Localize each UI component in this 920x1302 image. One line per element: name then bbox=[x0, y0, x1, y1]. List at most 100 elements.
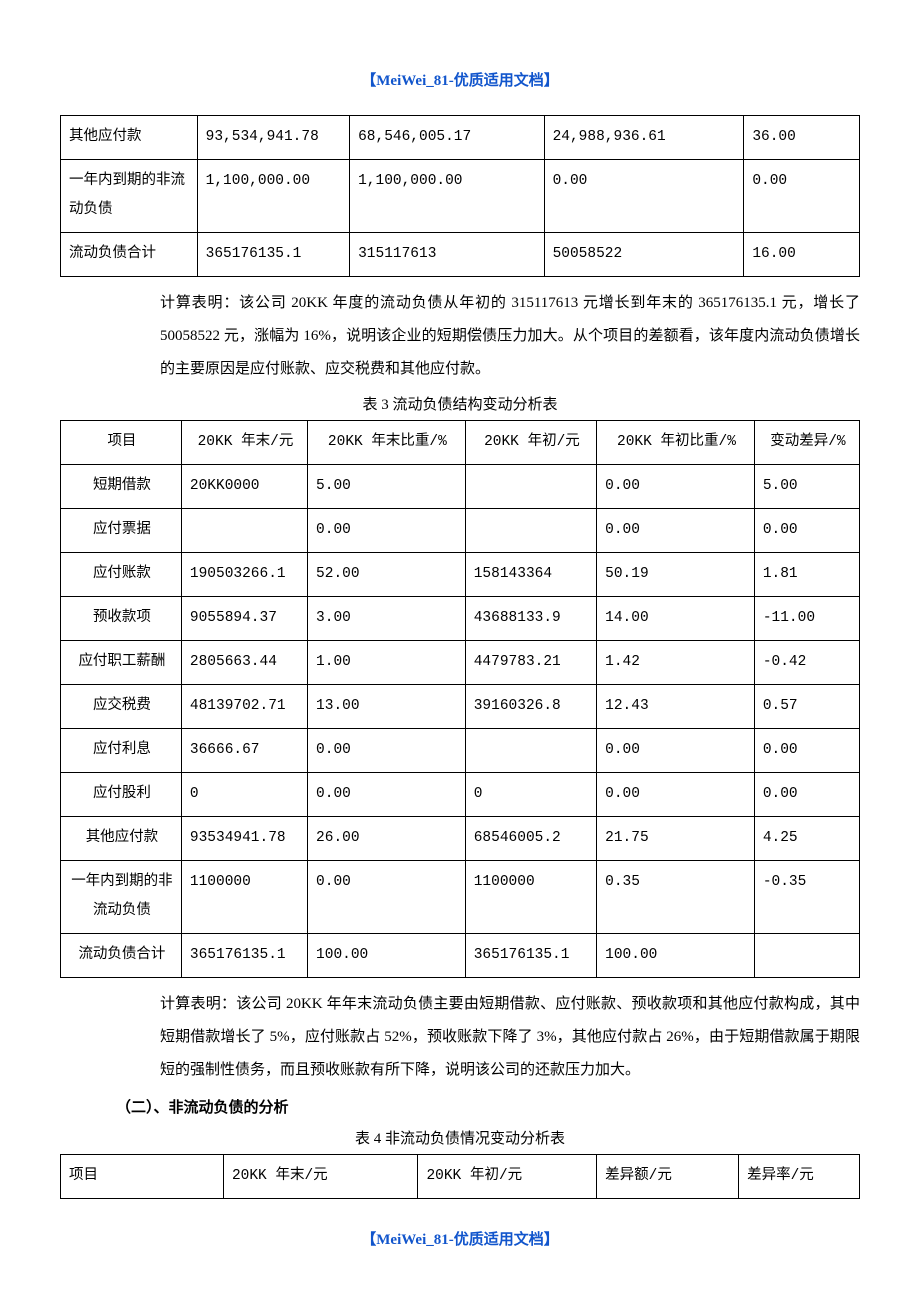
table-cell: 14.00 bbox=[597, 597, 755, 641]
table-cell: 应付账款 bbox=[61, 553, 182, 597]
table-cell: 应付票据 bbox=[61, 509, 182, 553]
table-cell: 365176135.1 bbox=[465, 934, 596, 978]
table-cell: 0.00 bbox=[308, 509, 466, 553]
table-cell: 应交税费 bbox=[61, 685, 182, 729]
table-4-noncurrent-liabilities: 项目20KK 年末/元20KK 年初/元差异额/元差异率/元 bbox=[60, 1154, 860, 1199]
table-cell: 0.00 bbox=[308, 861, 466, 934]
table-cell: 1100000 bbox=[465, 861, 596, 934]
table-header-cell: 项目 bbox=[61, 421, 182, 465]
table-cell: 0.00 bbox=[597, 729, 755, 773]
table-cell: 0.00 bbox=[597, 509, 755, 553]
table-row: 其他应付款93,534,941.7868,546,005.1724,988,93… bbox=[61, 115, 860, 159]
table-cell: 一年内到期的非流动负债 bbox=[61, 159, 198, 232]
table-cell: 1.42 bbox=[597, 641, 755, 685]
table-cell: 0.00 bbox=[754, 773, 859, 817]
table-cell: 365176135.1 bbox=[197, 232, 349, 276]
table-cell: 9055894.37 bbox=[181, 597, 307, 641]
table-header-cell: 变动差异/% bbox=[754, 421, 859, 465]
table-cell bbox=[465, 729, 596, 773]
table-cell: 26.00 bbox=[308, 817, 466, 861]
table-cell: 0.00 bbox=[308, 729, 466, 773]
table-3-body: 项目20KK 年末/元20KK 年末比重/%20KK 年初/元20KK 年初比重… bbox=[61, 421, 860, 978]
table-cell: 12.43 bbox=[597, 685, 755, 729]
table-cell: 0.00 bbox=[597, 773, 755, 817]
table-cell: 21.75 bbox=[597, 817, 755, 861]
table-cell: 39160326.8 bbox=[465, 685, 596, 729]
table-cell: -11.00 bbox=[754, 597, 859, 641]
table-cell: 2805663.44 bbox=[181, 641, 307, 685]
table-cell bbox=[754, 934, 859, 978]
table-cell: 4479783.21 bbox=[465, 641, 596, 685]
table-header-cell: 20KK 年末/元 bbox=[181, 421, 307, 465]
header-brand: 【MeiWei_81-优质适用文档】 bbox=[60, 70, 860, 93]
table-cell: 0.00 bbox=[597, 465, 755, 509]
table-header-cell: 项目 bbox=[61, 1155, 224, 1199]
table-cell: 0 bbox=[181, 773, 307, 817]
table-cell: 24,988,936.61 bbox=[544, 115, 744, 159]
paragraph-1: 计算表明：该公司 20KK 年度的流动负债从年初的 315117613 元增长到… bbox=[160, 287, 860, 386]
table-header-cell: 20KK 年末比重/% bbox=[308, 421, 466, 465]
table-cell: 100.00 bbox=[308, 934, 466, 978]
table-cell bbox=[181, 509, 307, 553]
table-cell: 16.00 bbox=[744, 232, 860, 276]
table-header-row: 项目20KK 年末/元20KK 年末比重/%20KK 年初/元20KK 年初比重… bbox=[61, 421, 860, 465]
table-cell: 0.57 bbox=[754, 685, 859, 729]
table-row: 流动负债合计365176135.1100.00365176135.1100.00 bbox=[61, 934, 860, 978]
table-row: 应付票据0.000.000.00 bbox=[61, 509, 860, 553]
table-header-cell: 20KK 年初比重/% bbox=[597, 421, 755, 465]
table-cell: 93534941.78 bbox=[181, 817, 307, 861]
table-cell: 3.00 bbox=[308, 597, 466, 641]
table-cell: 预收款项 bbox=[61, 597, 182, 641]
table-cell: -0.42 bbox=[754, 641, 859, 685]
table-cell: 流动负债合计 bbox=[61, 934, 182, 978]
table-cell: 0.00 bbox=[544, 159, 744, 232]
table-cell: 5.00 bbox=[308, 465, 466, 509]
table-cell: 0.00 bbox=[308, 773, 466, 817]
table-cell: 190503266.1 bbox=[181, 553, 307, 597]
table-cell: 1,100,000.00 bbox=[197, 159, 349, 232]
table-cell: 68,546,005.17 bbox=[350, 115, 544, 159]
table-row: 应交税费48139702.7113.0039160326.812.430.57 bbox=[61, 685, 860, 729]
table-cell: 1.81 bbox=[754, 553, 859, 597]
table-4-body: 项目20KK 年末/元20KK 年初/元差异额/元差异率/元 bbox=[61, 1155, 860, 1199]
table-cell: 1.00 bbox=[308, 641, 466, 685]
table-header-cell: 差异率/元 bbox=[739, 1155, 860, 1199]
table-cell: 一年内到期的非流动负债 bbox=[61, 861, 182, 934]
table-cell: 43688133.9 bbox=[465, 597, 596, 641]
table-header-cell: 20KK 年初/元 bbox=[465, 421, 596, 465]
table-cell: 流动负债合计 bbox=[61, 232, 198, 276]
table-row: 短期借款20KK00005.000.005.00 bbox=[61, 465, 860, 509]
table-cell: 应付职工薪酬 bbox=[61, 641, 182, 685]
table-cell: 68546005.2 bbox=[465, 817, 596, 861]
table-cell: 50058522 bbox=[544, 232, 744, 276]
table-cell: 52.00 bbox=[308, 553, 466, 597]
table-row: 应付股利00.0000.000.00 bbox=[61, 773, 860, 817]
table-cell: 158143364 bbox=[465, 553, 596, 597]
table-row: 应付职工薪酬2805663.441.004479783.211.42-0.42 bbox=[61, 641, 860, 685]
table-1-body: 其他应付款93,534,941.7868,546,005.1724,988,93… bbox=[61, 115, 860, 276]
table-header-cell: 差异额/元 bbox=[597, 1155, 739, 1199]
table-cell: 其他应付款 bbox=[61, 115, 198, 159]
table-cell: 5.00 bbox=[754, 465, 859, 509]
table-header-cell: 20KK 年末/元 bbox=[223, 1155, 417, 1199]
table-cell: 315117613 bbox=[350, 232, 544, 276]
table-cell bbox=[465, 465, 596, 509]
table-cell: 36.00 bbox=[744, 115, 860, 159]
table-row: 其他应付款93534941.7826.0068546005.221.754.25 bbox=[61, 817, 860, 861]
table-cell: 93,534,941.78 bbox=[197, 115, 349, 159]
table-cell: 0.00 bbox=[744, 159, 860, 232]
table-row: 流动负债合计365176135.13151176135005852216.00 bbox=[61, 232, 860, 276]
table-cell: 短期借款 bbox=[61, 465, 182, 509]
table-cell: 0 bbox=[465, 773, 596, 817]
table-cell: 1,100,000.00 bbox=[350, 159, 544, 232]
table-cell: 20KK0000 bbox=[181, 465, 307, 509]
table-cell: 应付利息 bbox=[61, 729, 182, 773]
table-cell: 1100000 bbox=[181, 861, 307, 934]
table-1-current-liabilities: 其他应付款93,534,941.7868,546,005.1724,988,93… bbox=[60, 115, 860, 277]
section-heading-2: （二）、非流动负债的分析 bbox=[116, 1097, 860, 1120]
table-cell: 0.35 bbox=[597, 861, 755, 934]
table-cell: 48139702.71 bbox=[181, 685, 307, 729]
footer-brand: 【MeiWei_81-优质适用文档】 bbox=[60, 1229, 860, 1252]
paragraph-2: 计算表明：该公司 20KK 年年末流动负债主要由短期借款、应付账款、预收款项和其… bbox=[160, 988, 860, 1087]
table-3-structure-analysis: 项目20KK 年末/元20KK 年末比重/%20KK 年初/元20KK 年初比重… bbox=[60, 420, 860, 978]
